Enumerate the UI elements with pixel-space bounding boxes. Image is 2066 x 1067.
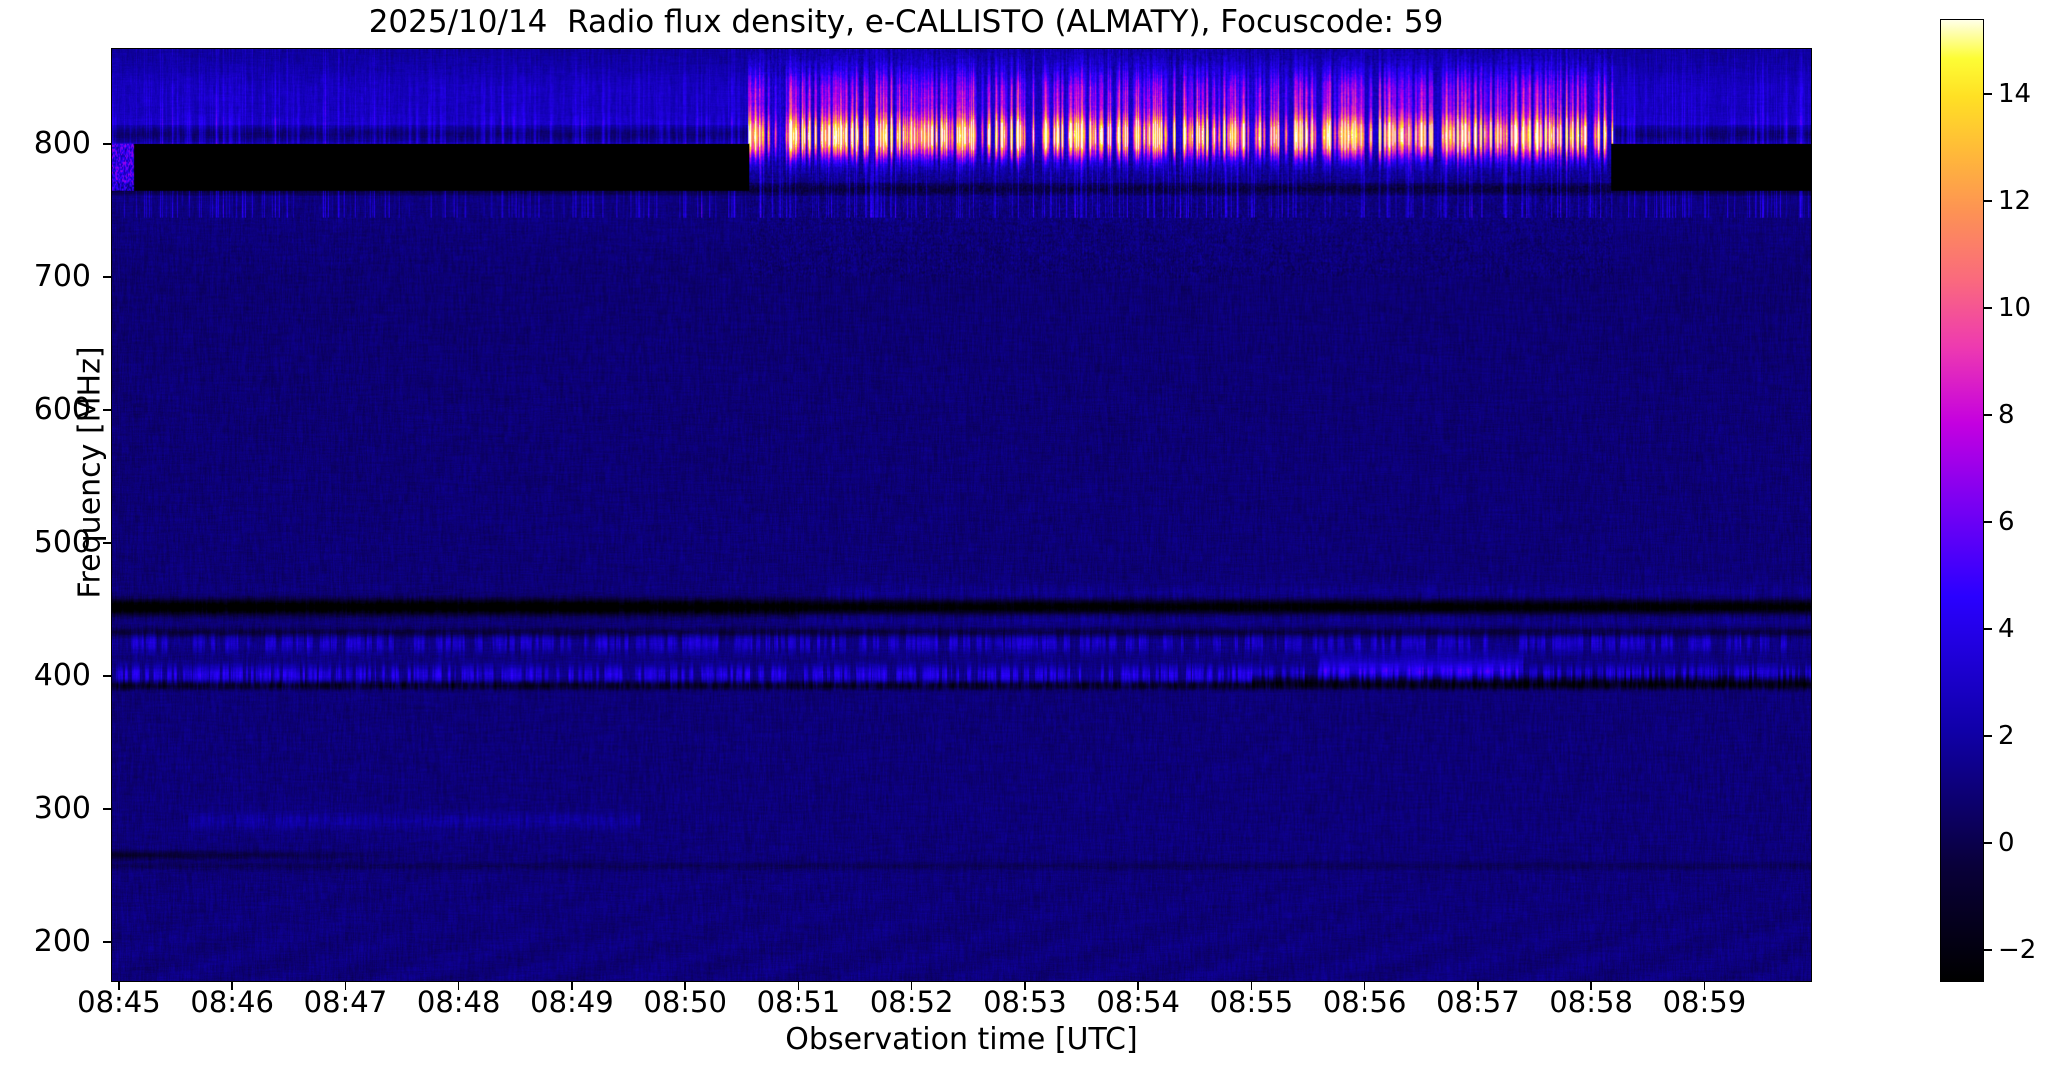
x-tick-mark bbox=[910, 982, 913, 990]
x-tick-mark bbox=[118, 982, 120, 990]
x-tick-mark bbox=[231, 982, 233, 990]
spectrogram-axes[interactable] bbox=[111, 48, 1812, 982]
y-tick-label: 600 bbox=[33, 391, 91, 427]
x-tick-mark bbox=[1137, 982, 1139, 990]
colorbar-tick-mark bbox=[1984, 628, 1992, 630]
spectrogram-image bbox=[112, 49, 1811, 981]
colorbar-tick-label: 6 bbox=[1998, 506, 2015, 537]
x-tick-label: 08:51 bbox=[756, 985, 841, 1019]
x-tick-label: 08:55 bbox=[1209, 985, 1294, 1019]
y-tick-mark bbox=[103, 276, 111, 278]
x-tick-mark bbox=[571, 982, 573, 990]
x-tick-label: 08:47 bbox=[303, 985, 388, 1019]
colorbar-tick-label: 0 bbox=[1998, 827, 2015, 858]
page-title: 2025/10/14 Radio flux density, e-CALLIST… bbox=[368, 4, 1444, 40]
y-tick-label: 400 bbox=[33, 657, 91, 693]
colorbar-tick-label: 4 bbox=[1998, 613, 2015, 644]
y-tick-mark bbox=[103, 142, 111, 145]
y-tick-label: 800 bbox=[33, 125, 91, 161]
colorbar-tick-label: 2 bbox=[1998, 720, 2015, 751]
x-tick-label: 08:56 bbox=[1322, 985, 1407, 1019]
colorbar-tick-mark bbox=[1984, 307, 1992, 309]
x-tick-mark bbox=[1477, 982, 1479, 990]
y-tick-label: 200 bbox=[33, 924, 91, 960]
x-tick-label: 08:54 bbox=[1096, 985, 1180, 1019]
y-tick-label: 500 bbox=[33, 524, 91, 560]
x-tick-mark bbox=[1250, 982, 1253, 990]
x-tick-label: 08:45 bbox=[77, 985, 161, 1019]
colorbar-tick-mark bbox=[1984, 414, 1992, 416]
colorbar bbox=[1940, 19, 1984, 982]
colorbar-tick-label: −2 bbox=[1998, 934, 2037, 965]
colorbar-tick-label: 14 bbox=[1998, 78, 2032, 109]
x-tick-label: 08:58 bbox=[1549, 985, 1633, 1019]
x-tick-mark bbox=[1703, 982, 1706, 990]
x-tick-mark bbox=[684, 982, 686, 990]
colorbar-tick-label: 12 bbox=[1998, 185, 2032, 216]
x-tick-label: 08:57 bbox=[1436, 985, 1520, 1019]
colorbar-tick-mark bbox=[1984, 842, 1992, 844]
y-tick-mark bbox=[103, 542, 111, 544]
x-tick-mark bbox=[1024, 982, 1026, 990]
x-tick-label: 08:49 bbox=[530, 985, 614, 1019]
colorbar-tick-mark bbox=[1984, 735, 1992, 737]
y-tick-mark bbox=[103, 409, 111, 411]
colorbar-tick-mark bbox=[1984, 93, 1992, 95]
colorbar-tick-mark bbox=[1984, 200, 1992, 202]
colorbar-tick-mark bbox=[1984, 521, 1992, 523]
x-tick-label: 08:52 bbox=[869, 985, 954, 1019]
colorbar-tick-label: 8 bbox=[1998, 399, 2015, 430]
y-tick-mark bbox=[103, 808, 111, 810]
y-tick-label: 700 bbox=[33, 258, 91, 294]
x-tick-mark bbox=[1590, 982, 1592, 990]
colorbar-tick-label: 10 bbox=[1998, 292, 2032, 323]
x-tick-mark bbox=[344, 982, 347, 990]
x-tick-label: 08:59 bbox=[1662, 985, 1747, 1019]
x-tick-label: 08:50 bbox=[643, 985, 727, 1019]
x-tick-label: 08:46 bbox=[190, 985, 274, 1019]
x-tick-label: 08:48 bbox=[416, 985, 501, 1019]
colorbar-tick-mark bbox=[1984, 949, 1992, 951]
y-tick-mark bbox=[103, 675, 111, 677]
y-tick-mark bbox=[103, 941, 111, 943]
x-tick-label: 08:53 bbox=[983, 985, 1067, 1019]
x-tick-mark bbox=[457, 982, 460, 990]
x-tick-mark bbox=[797, 982, 800, 990]
y-tick-label: 300 bbox=[33, 791, 91, 827]
x-tick-mark bbox=[1363, 982, 1366, 990]
x-axis-label: Observation time [UTC] bbox=[785, 1022, 1138, 1057]
